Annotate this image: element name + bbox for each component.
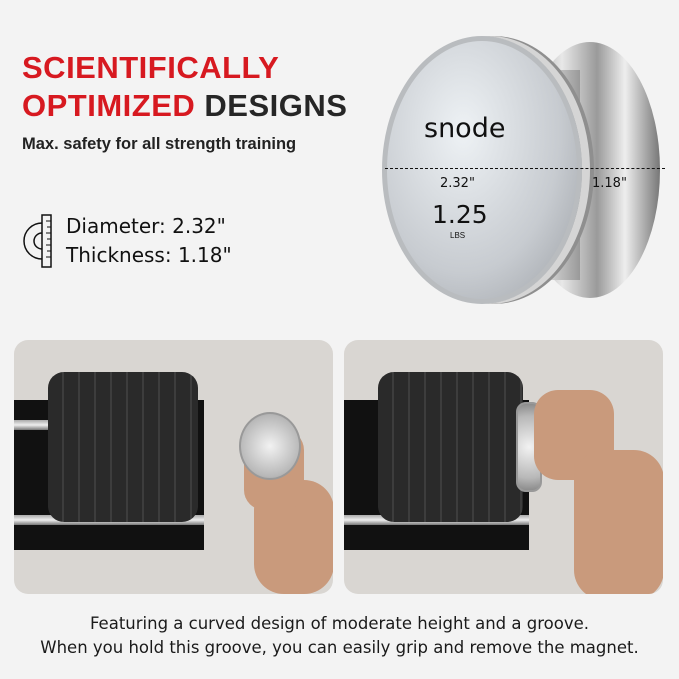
spec-thickness: Thickness: 1.18" [66, 243, 232, 267]
weight-face [382, 36, 582, 304]
weight-value: 1.25 [432, 200, 488, 229]
headline-red: OPTIMIZED [22, 88, 196, 123]
subtitle: Max. safety for all strength training [22, 135, 297, 153]
headline-line2: OPTIMIZED DESIGNS [22, 90, 347, 121]
ruler-protractor-icon [23, 214, 52, 268]
diameter-dimension-line [385, 168, 563, 169]
headline-dark: DESIGNS [204, 88, 348, 123]
caption-line2: When you hold this groove, you can easil… [40, 638, 639, 657]
photo-hand-holding-weight [14, 340, 333, 594]
thickness-label: 1.18" [592, 176, 627, 191]
diameter-label: 2.32" [440, 176, 475, 191]
weight-unit: LBS [450, 231, 466, 240]
spec-diameter: Diameter: 2.32" [66, 214, 226, 238]
brand-logo: snode [424, 113, 506, 144]
thickness-dimension-line [565, 168, 665, 169]
headline-line1: SCIENTIFICALLY [22, 50, 280, 85]
photo-hand-removing-weight [344, 340, 663, 594]
caption-line1: Featuring a curved design of moderate he… [89, 614, 590, 633]
